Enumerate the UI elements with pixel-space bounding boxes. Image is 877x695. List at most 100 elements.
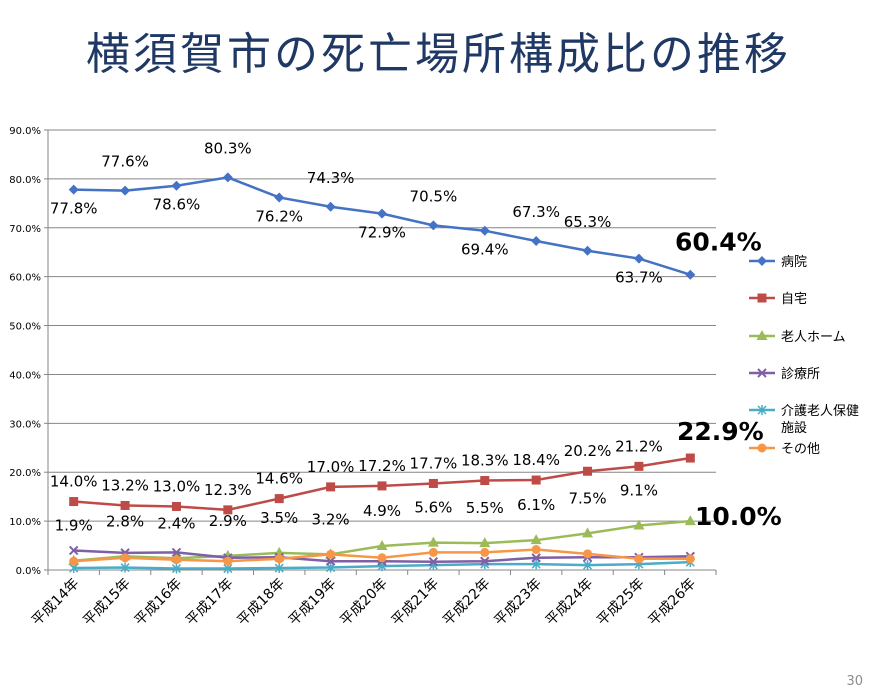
data-point [376, 540, 388, 551]
data-label: 14.6% [255, 470, 303, 488]
data-point [377, 208, 387, 219]
data-point [171, 180, 182, 191]
data-point [171, 555, 181, 565]
data-label: 10.0% [695, 502, 782, 531]
data-label: 77.6% [101, 153, 149, 171]
data-label: 72.9% [358, 224, 406, 242]
data-point [68, 184, 79, 195]
data-point [757, 443, 767, 453]
legend-label: その他 [781, 442, 820, 457]
x-tick-label: 平成15年 [80, 576, 134, 630]
legend-item: 診療所 [749, 366, 820, 382]
data-point [633, 519, 645, 530]
y-tick-label: 60.0% [9, 273, 41, 284]
data-label: 1.9% [55, 517, 93, 535]
data-label: 77.8% [50, 200, 98, 218]
y-tick-label: 80.0% [9, 175, 41, 186]
data-point [582, 245, 593, 256]
data-point [326, 482, 336, 492]
y-tick-label: 20.0% [9, 468, 41, 479]
y-tick-label: 30.0% [9, 419, 41, 430]
data-label: 60.4% [675, 228, 762, 257]
data-point [428, 556, 439, 567]
x-tick-label: 平成26年 [646, 576, 700, 630]
data-point [530, 534, 542, 545]
data-point [325, 556, 336, 566]
page-number: 30 [846, 674, 863, 689]
data-point [684, 515, 696, 526]
data-label: 18.3% [461, 452, 509, 470]
data-point [531, 475, 541, 485]
legend-label: 老人ホーム [781, 330, 846, 345]
data-label: 21.2% [615, 437, 663, 455]
x-tick-label: 平成24年 [543, 576, 597, 630]
y-axis-ticks: 0.0% 10.0% 20.0% 30.0% 40.0% 50.0% 60.0% 70.0% 8… [9, 126, 41, 577]
data-point [427, 536, 439, 547]
data-point [274, 563, 284, 574]
data-label: 5.6% [414, 499, 452, 517]
legend-item: 病院 [749, 255, 807, 270]
data-point [480, 556, 490, 566]
legend-item: 介護老人保健施設 [749, 403, 859, 436]
data-point [757, 293, 767, 303]
data-label: 76.2% [255, 207, 303, 225]
data-point [479, 537, 491, 548]
data-label: 9.1% [620, 482, 658, 500]
data-label: 22.9% [677, 417, 764, 446]
data-point [479, 225, 490, 236]
page-title: 横須賀市の死亡場所構成比の推移 [86, 29, 791, 80]
data-point [583, 466, 593, 476]
data-label: 69.4% [461, 241, 509, 259]
data-point [325, 201, 336, 212]
data-point [757, 368, 767, 378]
x-tick-label: 平成22年 [440, 576, 494, 630]
data-label: 67.3% [512, 203, 560, 221]
data-point [583, 560, 593, 571]
legend-item: 老人ホーム [749, 330, 846, 345]
data-label: 78.6% [153, 196, 201, 214]
data-label: 6.1% [517, 496, 555, 514]
y-tick-label: 50.0% [9, 322, 41, 333]
data-point [757, 405, 767, 415]
data-point [69, 556, 79, 566]
data-point [757, 256, 767, 266]
y-tick-label: 90.0% [9, 126, 41, 137]
data-point [120, 500, 130, 510]
data-point [120, 562, 130, 573]
data-label: 65.3% [564, 213, 612, 231]
series-2 [69, 453, 695, 515]
legend-label: 介護老人保健施設 [781, 403, 859, 436]
data-label: 74.3% [307, 169, 355, 187]
data-label: 3.2% [312, 510, 350, 528]
data-point [633, 253, 644, 264]
axes [44, 129, 717, 575]
data-point [582, 527, 594, 538]
data-label: 2.8% [106, 512, 144, 530]
data-point [171, 547, 182, 558]
x-tick-label: 平成20年 [337, 576, 391, 630]
data-label: 5.5% [466, 499, 504, 517]
data-point [274, 494, 284, 504]
series-6 [69, 544, 695, 566]
series-lines [68, 172, 696, 574]
data-point [223, 556, 233, 566]
grid-lines [48, 129, 716, 571]
data-point [428, 220, 439, 231]
data-point [274, 192, 285, 203]
data-point [756, 330, 768, 340]
series-1 [68, 172, 696, 280]
data-point [69, 497, 79, 507]
data-point [685, 269, 696, 280]
x-axis-ticks: 平成14年平成15年平成16年平成17年平成18年平成19年平成20年平成21年… [29, 576, 699, 630]
data-label: 63.7% [615, 269, 663, 287]
data-labels: 77.8% 77.6% 78.6% 80.3% 76.2% 74.3% 72.9% 70.5%… [50, 139, 782, 534]
data-label: 13.2% [101, 476, 149, 494]
data-point [120, 553, 130, 563]
data-point [531, 553, 541, 563]
data-point [222, 172, 233, 183]
y-tick-label: 70.0% [9, 224, 41, 235]
data-label: 12.3% [204, 481, 252, 499]
data-point [480, 476, 490, 486]
